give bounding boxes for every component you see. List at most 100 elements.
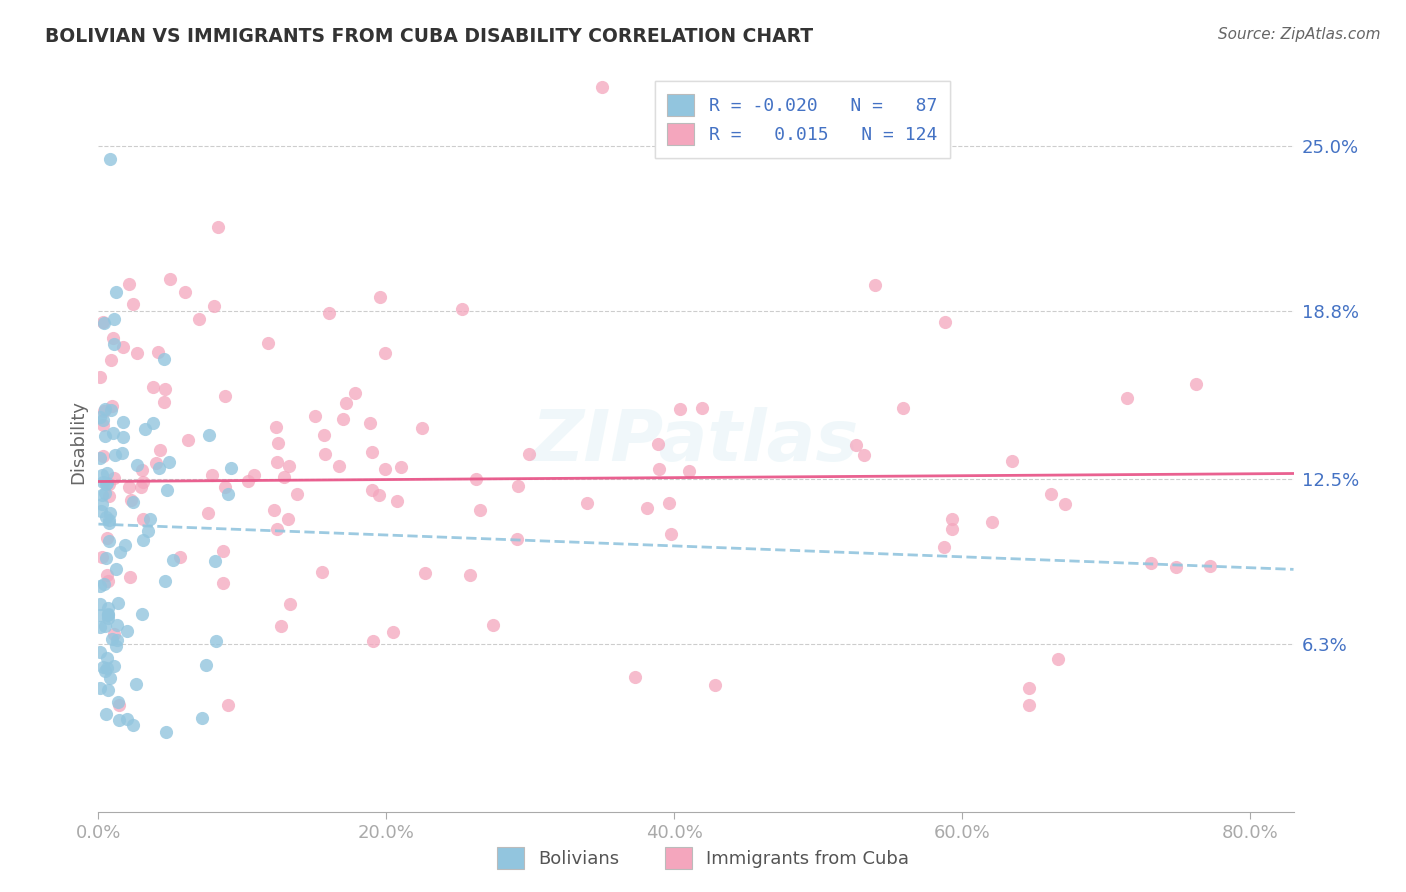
Point — [96, 661, 118, 675]
Point — [152, 395, 174, 409]
Point — [107, 695, 129, 709]
Point — [104, 285, 127, 300]
Point — [103, 336, 125, 351]
Point — [212, 576, 235, 591]
Point — [105, 618, 128, 632]
Point — [93, 403, 115, 417]
Point — [93, 577, 115, 591]
Point — [389, 459, 412, 474]
Point — [108, 713, 131, 727]
Point — [363, 633, 385, 648]
Point — [159, 272, 181, 286]
Point — [105, 639, 128, 653]
Point — [204, 634, 226, 648]
Point — [941, 512, 963, 526]
Point — [112, 430, 135, 444]
Point — [678, 464, 700, 478]
Point — [103, 331, 125, 345]
Point — [108, 698, 131, 713]
Point — [91, 417, 114, 432]
Point — [125, 676, 148, 690]
Point — [91, 549, 114, 564]
Point — [845, 438, 868, 452]
Point — [103, 627, 125, 641]
Point — [647, 461, 669, 475]
Point — [852, 448, 875, 462]
Point — [1039, 486, 1062, 500]
Point — [335, 396, 357, 410]
Point — [89, 370, 111, 384]
Point — [343, 385, 366, 400]
Point — [100, 632, 122, 646]
Point — [624, 670, 647, 684]
Point — [94, 510, 117, 524]
Point — [104, 562, 127, 576]
Point — [100, 353, 122, 368]
Point — [647, 437, 669, 451]
Point — [156, 483, 179, 498]
Point — [103, 471, 125, 485]
Point — [863, 278, 886, 293]
Point — [385, 494, 408, 508]
Point — [304, 409, 326, 424]
Point — [368, 488, 391, 502]
Point — [217, 698, 239, 713]
Point — [98, 516, 121, 531]
Point — [136, 524, 159, 538]
Point — [243, 468, 266, 483]
Point — [114, 538, 136, 552]
Point — [1140, 556, 1163, 570]
Point — [198, 427, 221, 442]
Point — [669, 401, 692, 416]
Point — [1198, 558, 1220, 573]
Point — [413, 566, 436, 580]
Point — [482, 618, 505, 632]
Point — [1164, 560, 1187, 574]
Point — [94, 486, 117, 500]
Text: Source: ZipAtlas.com: Source: ZipAtlas.com — [1218, 27, 1381, 42]
Point — [131, 607, 153, 621]
Point — [91, 449, 114, 463]
Point — [368, 290, 391, 304]
Point — [125, 346, 148, 360]
Point — [96, 551, 118, 566]
Point — [145, 456, 167, 470]
Point — [207, 219, 229, 234]
Point — [361, 483, 384, 498]
Point — [359, 416, 381, 430]
Point — [98, 534, 121, 549]
Point — [98, 506, 121, 520]
Point — [118, 570, 141, 584]
Point — [91, 660, 114, 674]
Point — [91, 412, 114, 426]
Point — [118, 480, 141, 494]
Point — [311, 566, 333, 580]
Point — [98, 489, 121, 503]
Point — [104, 448, 127, 462]
Point — [659, 526, 682, 541]
Point — [149, 443, 172, 458]
Point — [382, 624, 405, 639]
Point — [103, 659, 125, 673]
Point — [115, 712, 138, 726]
Point — [97, 574, 120, 588]
Point — [277, 512, 299, 526]
Point — [97, 682, 120, 697]
Point — [519, 447, 541, 461]
Point — [318, 305, 340, 319]
Point — [110, 545, 132, 559]
Point — [202, 299, 225, 313]
Point — [91, 475, 114, 489]
Point — [458, 568, 481, 582]
Point — [103, 312, 125, 326]
Point — [132, 533, 155, 547]
Point — [266, 454, 288, 468]
Point — [89, 451, 111, 466]
Point — [96, 610, 118, 624]
Point — [201, 467, 224, 482]
Point — [1053, 497, 1076, 511]
Point — [122, 494, 145, 508]
Point — [89, 608, 111, 623]
Point — [211, 544, 233, 558]
Point — [93, 316, 115, 330]
